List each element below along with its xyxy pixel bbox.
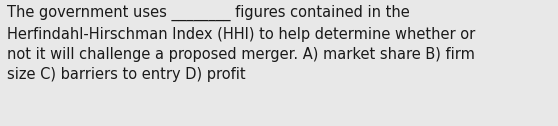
Text: The government uses ________ figures contained in the
Herfindahl-Hirschman Index: The government uses ________ figures con… [7, 5, 475, 82]
